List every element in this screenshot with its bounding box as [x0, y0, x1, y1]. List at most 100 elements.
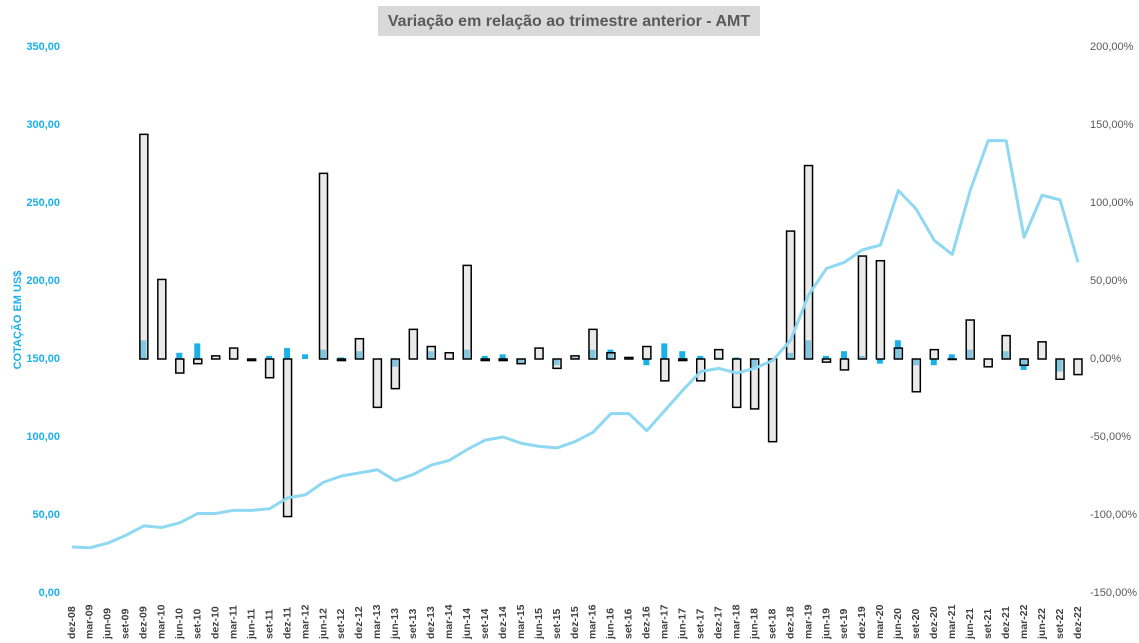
change-bar	[444, 352, 454, 360]
y-tick-label: 300,00	[26, 119, 60, 131]
change-bar-blue	[661, 343, 668, 359]
x-tick-label: set-18	[766, 608, 778, 639]
change-bar-blue	[679, 351, 686, 359]
x-tick-label: dez-15	[569, 606, 581, 639]
x-tick-label: mar-18	[730, 604, 742, 639]
x-tick-label: dez-22	[1072, 606, 1084, 639]
y-tick-label: 150,00	[26, 353, 60, 365]
x-tick-label: dez-18	[784, 606, 796, 639]
x-tick-label: mar-22	[1018, 604, 1030, 639]
x-tick-label: jun-19	[820, 608, 832, 640]
x-tick-label: dez-20	[928, 606, 940, 639]
x-tick-label: jun-20	[892, 608, 904, 640]
change-bar	[606, 352, 616, 360]
change-bar-blue	[948, 354, 955, 359]
x-tick-label: set-13	[407, 608, 419, 639]
y2-tick-label: 200,00%	[1090, 41, 1134, 53]
change-bar	[570, 355, 580, 360]
change-bar	[785, 230, 796, 360]
x-tick-label: jun-13	[389, 608, 401, 640]
change-bar	[372, 358, 383, 409]
y-tick-label: 250,00	[26, 197, 60, 209]
change-bar-blue	[302, 354, 309, 359]
change-bar	[965, 319, 975, 360]
x-tick-label: jun-12	[317, 608, 329, 640]
change-bar	[857, 255, 868, 360]
change-bar	[157, 278, 167, 360]
change-bar	[516, 358, 526, 365]
change-bar	[1055, 358, 1065, 381]
x-tick-label: mar-10	[156, 604, 168, 639]
change-bar	[839, 358, 850, 371]
change-bar	[875, 259, 886, 360]
change-bar-blue	[194, 343, 201, 359]
x-tick-label: set-15	[551, 608, 563, 639]
change-bar	[354, 337, 365, 360]
change-bar	[318, 172, 329, 360]
x-tick-label: set-16	[623, 608, 635, 639]
x-tick-label: mar-15	[515, 604, 527, 639]
change-bar	[588, 328, 598, 360]
y-tick-label: 0,00	[39, 587, 60, 599]
change-bar	[282, 358, 293, 518]
x-tick-label: mar-16	[587, 604, 599, 639]
y2-tick-label: 50,00%	[1090, 275, 1128, 287]
change-bar	[210, 355, 221, 360]
change-bar-blue	[930, 359, 937, 366]
x-tick-label: dez-09	[138, 606, 150, 639]
x-tick-label: jun-14	[461, 608, 473, 640]
x-tick-label: dez-21	[1000, 606, 1012, 639]
x-tick-label: mar-19	[802, 604, 814, 639]
x-tick-label: jun-16	[605, 608, 617, 640]
x-tick-label: set-14	[479, 608, 491, 639]
x-tick-label: set-17	[695, 608, 707, 639]
change-bar	[498, 358, 508, 362]
change-bar	[713, 348, 724, 360]
change-bar	[228, 347, 239, 360]
x-tick-label: dez-12	[353, 606, 365, 639]
x-tick-label: jun-10	[174, 608, 186, 640]
change-bar	[749, 358, 760, 410]
change-bar	[552, 358, 562, 370]
change-bar	[408, 328, 419, 360]
price-line	[71, 139, 1080, 550]
y-tick-label: 100,00	[26, 431, 60, 443]
x-tick-label: set-10	[192, 608, 204, 639]
y2-tick-label: -150,00%	[1090, 587, 1137, 599]
title-box	[378, 6, 760, 36]
change-bar	[462, 264, 472, 360]
x-tick-label: mar-12	[299, 604, 311, 639]
change-bar-blue	[876, 359, 883, 364]
change-bar	[767, 358, 778, 443]
chart-title: Variação em relação ao trimestre anterio…	[388, 13, 750, 30]
x-tick-label: dez-19	[856, 606, 868, 639]
change-bar	[1019, 358, 1029, 366]
y-tick-label: 200,00	[26, 275, 60, 287]
change-bar	[336, 358, 347, 362]
y2-tick-label: -100,00%	[1090, 509, 1137, 521]
change-bar	[821, 358, 832, 363]
change-bar	[1001, 334, 1011, 360]
change-bar-blue	[284, 348, 291, 359]
change-bar	[803, 164, 814, 360]
x-tick-label: mar-14	[443, 604, 455, 639]
change-bar-blue	[823, 355, 829, 359]
x-tick-label: jun-22	[1036, 608, 1048, 640]
change-bar-blue	[337, 357, 344, 359]
change-bar	[426, 345, 437, 360]
x-tick-label: set-09	[120, 608, 132, 639]
change-bar	[911, 358, 922, 393]
x-tick-label: dez-10	[209, 606, 221, 639]
change-bar	[1073, 358, 1083, 376]
change-bar-blue	[499, 354, 506, 359]
change-bar-blue	[643, 359, 650, 366]
x-tick-label: mar-20	[874, 604, 886, 639]
change-bar	[624, 356, 634, 360]
change-bar	[660, 358, 670, 382]
change-bar	[1037, 341, 1047, 360]
y-tick-label: 50,00	[32, 509, 60, 521]
y-tick-label: 350,00	[26, 41, 60, 53]
y-axis-label: COTAÇÃO EM US$	[11, 271, 24, 370]
y2-tick-label: -50,00%	[1090, 431, 1131, 443]
